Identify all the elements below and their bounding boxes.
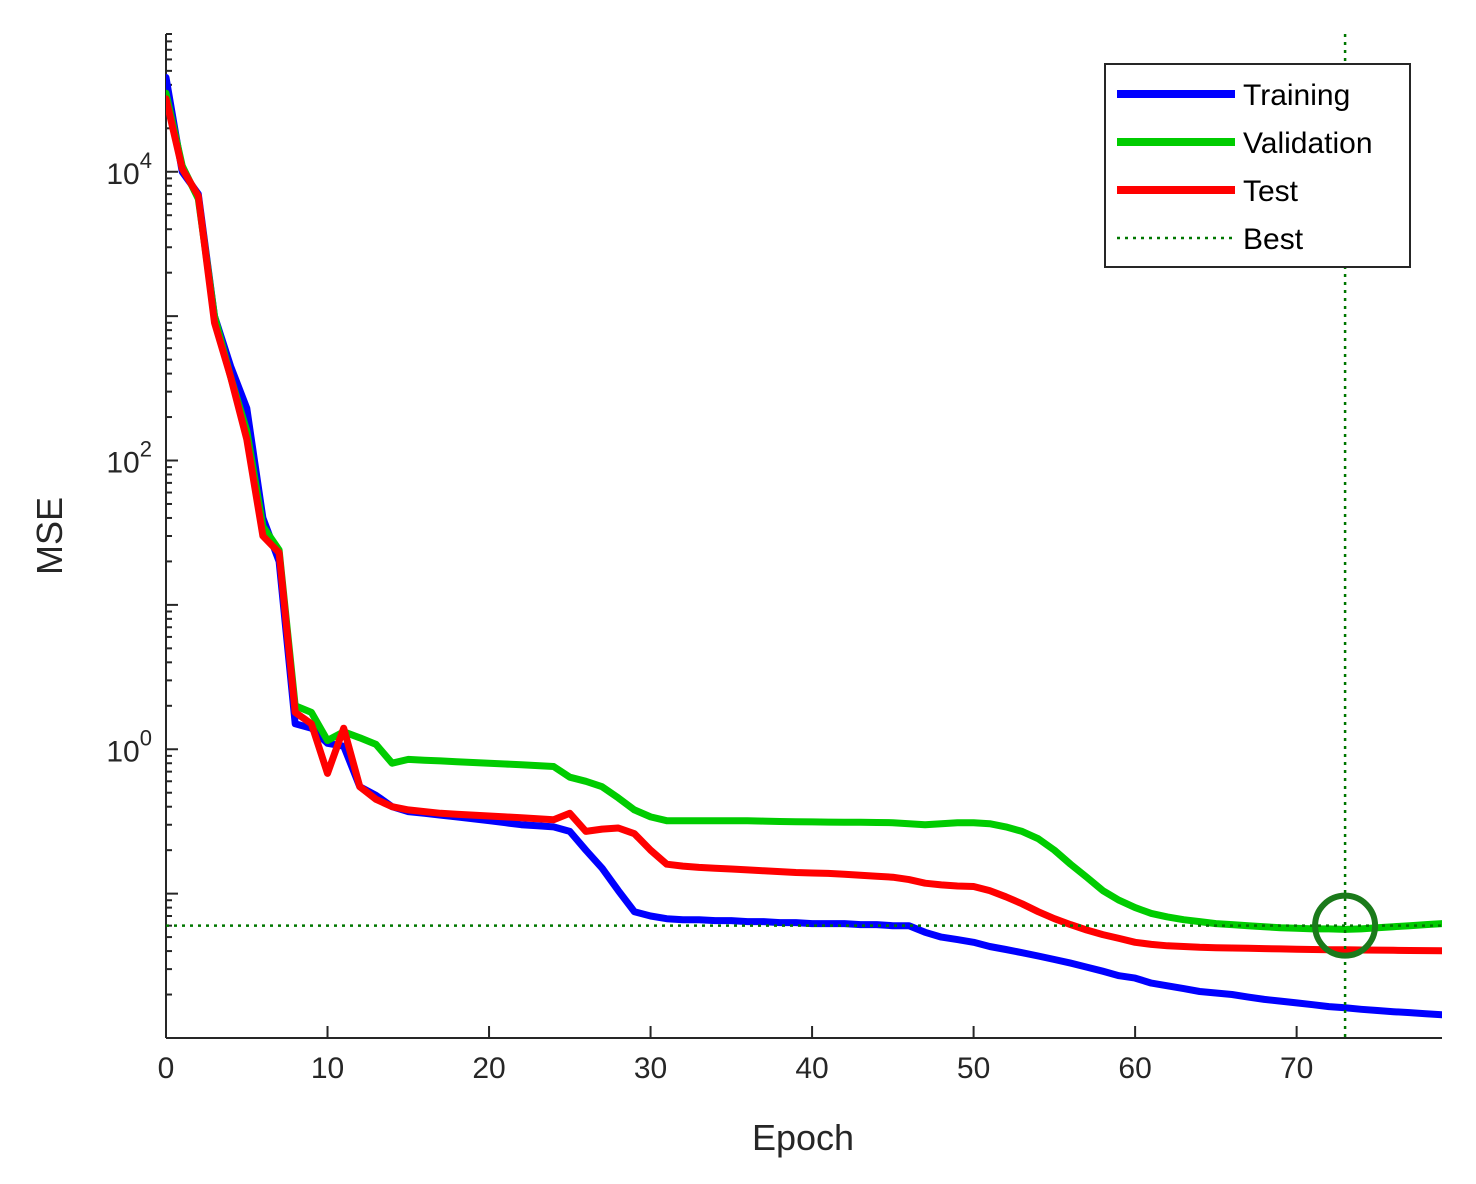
x-tick-label: 10 [311, 1052, 344, 1085]
x-tick-label: 30 [634, 1052, 667, 1085]
x-tick-label: 20 [472, 1052, 505, 1085]
best-marker-layer [166, 34, 1442, 1038]
series-line-test [166, 95, 1442, 955]
y-tick-label: 102 [106, 437, 152, 480]
axes: 0 10 20 30 40 50 60 70 104 102 100 [106, 33, 1442, 1085]
series-layer [166, 74, 1442, 1019]
x-tick-label: 0 [158, 1052, 175, 1085]
x-tick-label: 70 [1280, 1052, 1313, 1085]
series-line-validation [166, 89, 1442, 933]
legend: Training Validation Test Best [1104, 63, 1411, 268]
y-tick-label: 104 [106, 148, 152, 191]
legend-label-test: Test [1243, 175, 1299, 208]
x-axis-title: Epoch [752, 1117, 854, 1158]
y-axis-title: MSE [29, 497, 70, 575]
legend-label-training: Training [1243, 79, 1350, 112]
legend-label-validation: Validation [1243, 127, 1373, 160]
best-point-circle [1312, 892, 1379, 959]
legend-label-best: Best [1243, 223, 1304, 256]
x-tick-label: 40 [795, 1052, 828, 1085]
y-tick-label: 100 [106, 725, 152, 768]
x-tick-label: 50 [957, 1052, 990, 1085]
x-tick-label: 60 [1118, 1052, 1151, 1085]
